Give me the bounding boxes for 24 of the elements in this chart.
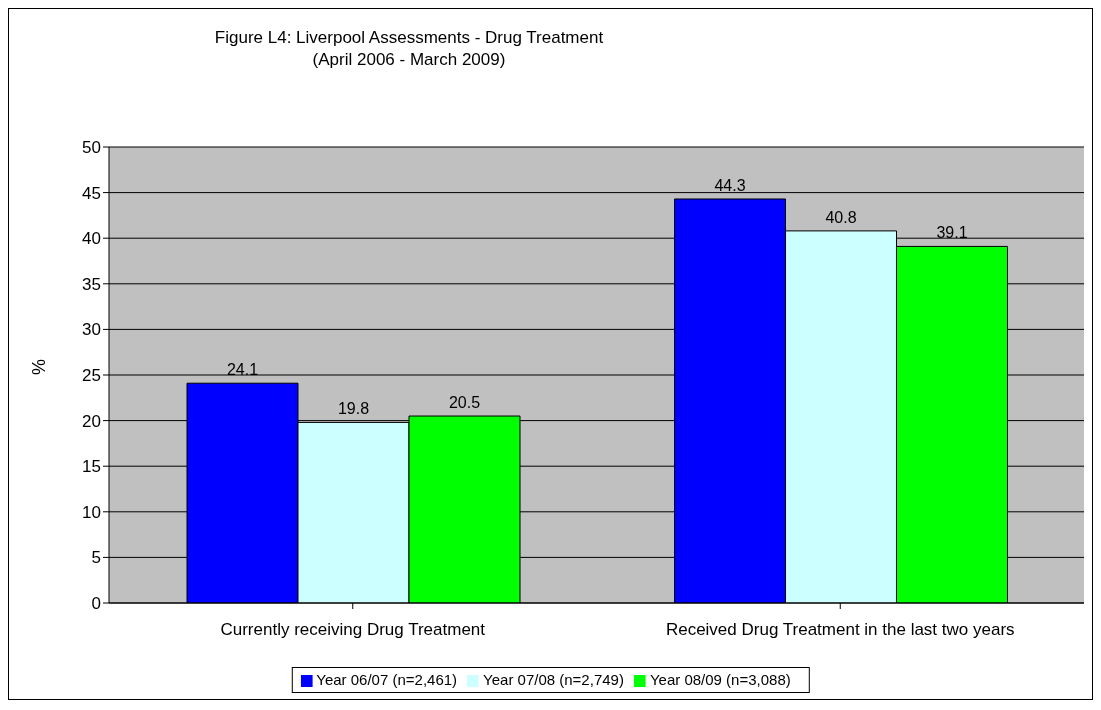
data-label: 24.1 [226, 361, 259, 379]
data-label: 44.3 [714, 176, 746, 194]
y-tick-label: 35 [82, 274, 101, 294]
y-tick-label: 25 [82, 366, 101, 386]
data-label: 39.1 [936, 224, 968, 242]
data-label: 40.8 [825, 208, 857, 226]
legend-label: Year 07/08 (n=2,749) [483, 671, 624, 688]
y-tick-label: 40 [82, 229, 101, 249]
y-tick-label: 15 [82, 457, 101, 477]
data-label: 20.5 [448, 394, 481, 412]
y-tick-label: 0 [91, 594, 101, 614]
x-tick-label: Currently receiving Drug Treatment [220, 620, 486, 640]
legend-label: Year 06/07 (n=2,461) [316, 671, 458, 688]
y-tick-label: 50 [82, 138, 101, 158]
y-tick-label: 10 [82, 502, 101, 522]
y-tick-label: 45 [82, 183, 101, 203]
data-label: 19.8 [337, 400, 370, 418]
y-axis-title: % [29, 358, 50, 375]
y-tick-label: 5 [91, 548, 101, 568]
y-tick-label: 20 [82, 411, 101, 431]
y-tick-label: 30 [82, 320, 101, 340]
legend-label: Year 08/09 (n=3,088) [649, 671, 791, 688]
chart-title: Figure L4: Liverpool Assessments - Drug Treatment (April 2006 - March 2009) [213, 27, 605, 71]
x-tick-label: Received Drug Treatment in the last two years [665, 620, 1015, 640]
